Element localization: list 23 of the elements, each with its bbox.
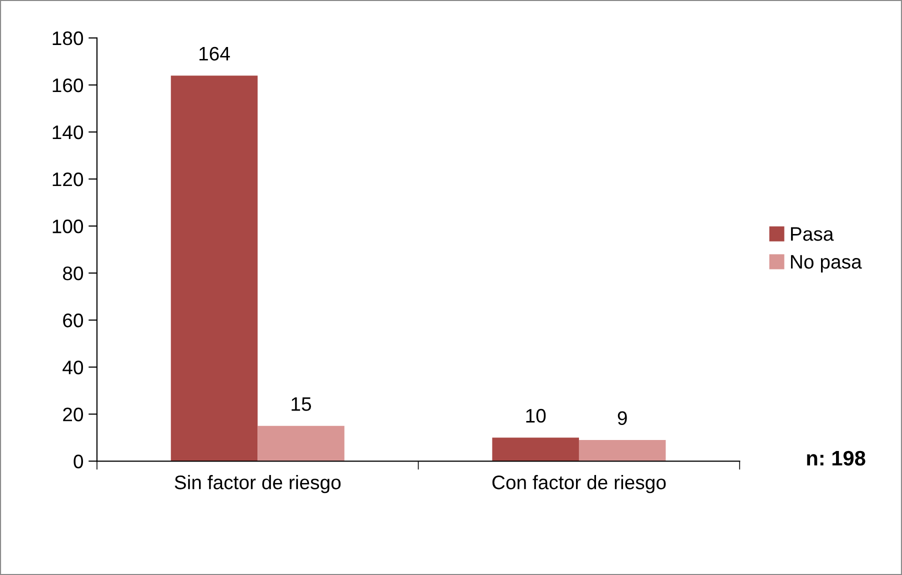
data-label: 9	[618, 411, 627, 426]
x-tick-label: Con factor de riesgo	[492, 475, 666, 494]
y-tick-label: 160	[52, 78, 84, 92]
data-label: 10	[526, 408, 546, 423]
text: n: 198	[807, 450, 866, 466]
bar	[258, 426, 344, 462]
data-label: 164	[200, 46, 230, 61]
y-tick-label: 20	[63, 408, 84, 422]
y-tick-label: 60	[63, 314, 84, 328]
x-tick-label: Sin factor de riesgo	[174, 475, 341, 494]
bar	[170, 76, 258, 462]
y-tick-label: 0	[74, 454, 84, 468]
y-tick-label: 140	[52, 125, 84, 140]
y-tick-label: 180	[52, 31, 84, 46]
y-tick-label: 40	[62, 360, 84, 374]
y-tick-label: 120	[52, 172, 84, 186]
data-label: 15	[292, 397, 312, 411]
bar	[578, 440, 666, 462]
y-tick-label: 100	[52, 220, 84, 234]
bar	[492, 438, 579, 462]
legend-label: No pasa	[791, 255, 862, 273]
legend-label: Pasa	[791, 227, 834, 241]
y-tick-label: 80	[62, 266, 84, 280]
